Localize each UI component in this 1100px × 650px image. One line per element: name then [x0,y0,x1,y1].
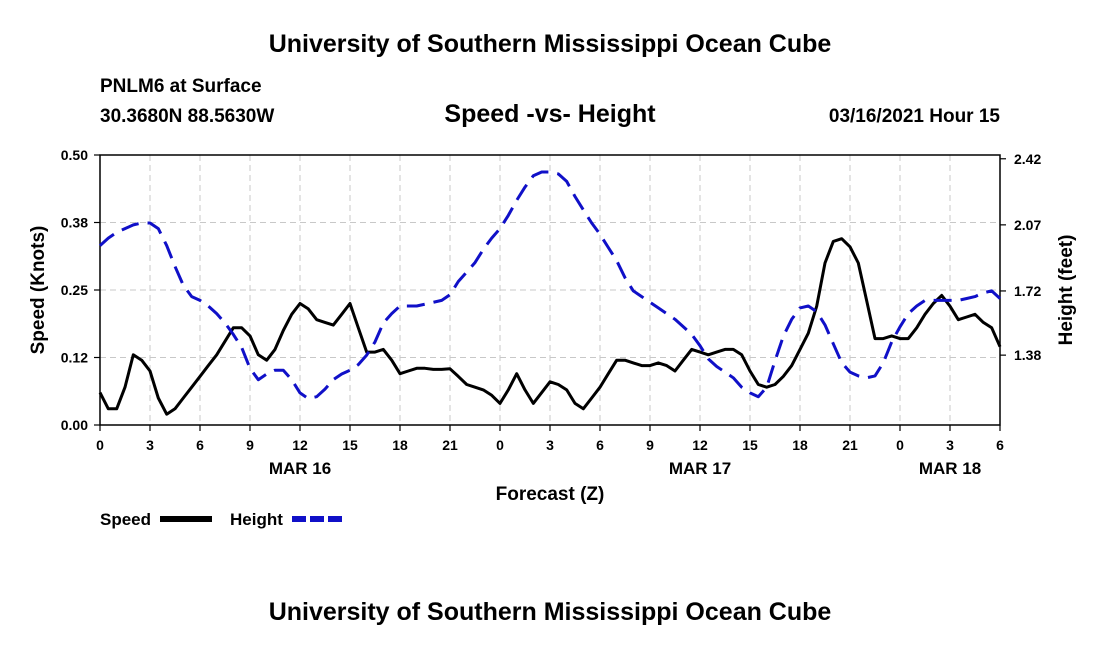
x-tick-label: 21 [442,437,458,453]
y2-tick-label: 2.07 [1014,217,1041,233]
x-tick-label: 9 [646,437,654,453]
y2-tick-label: 1.38 [1014,347,1041,363]
footer-title: University of Southern Mississippi Ocean… [268,598,832,626]
page-title: University of Southern Mississippi Ocean… [268,30,832,58]
station-label: PNLM6 at Surface [100,76,262,97]
x-tick-label: 6 [196,437,204,453]
x-tick-label: 15 [342,437,358,453]
x-tick-label: 18 [392,437,408,453]
x-tick-label: 0 [896,437,904,453]
date-label: MAR 16 [269,459,331,478]
legend-height-label: Height [230,510,283,529]
chart-title: Speed -vs- Height [444,100,656,128]
x-tick-label: 18 [792,437,808,453]
x-tick-label: 9 [246,437,254,453]
y-tick-label: 0.12 [61,350,88,366]
height-series-line [98,170,1002,401]
x-tick-label: 12 [292,437,308,453]
x-tick-label: 12 [692,437,708,453]
x-axis-title: Forecast (Z) [496,484,605,505]
y-axis-title: Speed (Knots) [28,226,49,355]
y2-tick-label: 2.42 [1014,151,1041,167]
x-tick-label: 0 [96,437,104,453]
coordinates-label: 30.3680N 88.5630W [100,106,275,127]
y2-axis-title: Height (feet) [1056,235,1077,346]
x-tick-label: 21 [842,437,858,453]
y-tick-label: 0.00 [61,417,88,433]
date-label: MAR 18 [919,459,981,478]
y-tick-label: 0.25 [61,282,88,298]
y2-tick-label: 1.72 [1014,283,1041,299]
forecast-datetime: 03/16/2021 Hour 15 [828,106,1000,127]
y-tick-label: 0.50 [61,147,88,163]
x-tick-label: 15 [742,437,758,453]
date-label: MAR 17 [669,459,731,478]
y-tick-label: 0.38 [61,215,88,231]
x-tick-label: 0 [496,437,504,453]
speed-series-line [98,237,1002,416]
x-tick-label: 3 [546,437,554,453]
x-tick-label: 6 [996,437,1004,453]
legend-speed-label: Speed [100,510,151,529]
x-tick-label: 3 [946,437,954,453]
x-tick-label: 6 [596,437,604,453]
x-tick-label: 3 [146,437,154,453]
